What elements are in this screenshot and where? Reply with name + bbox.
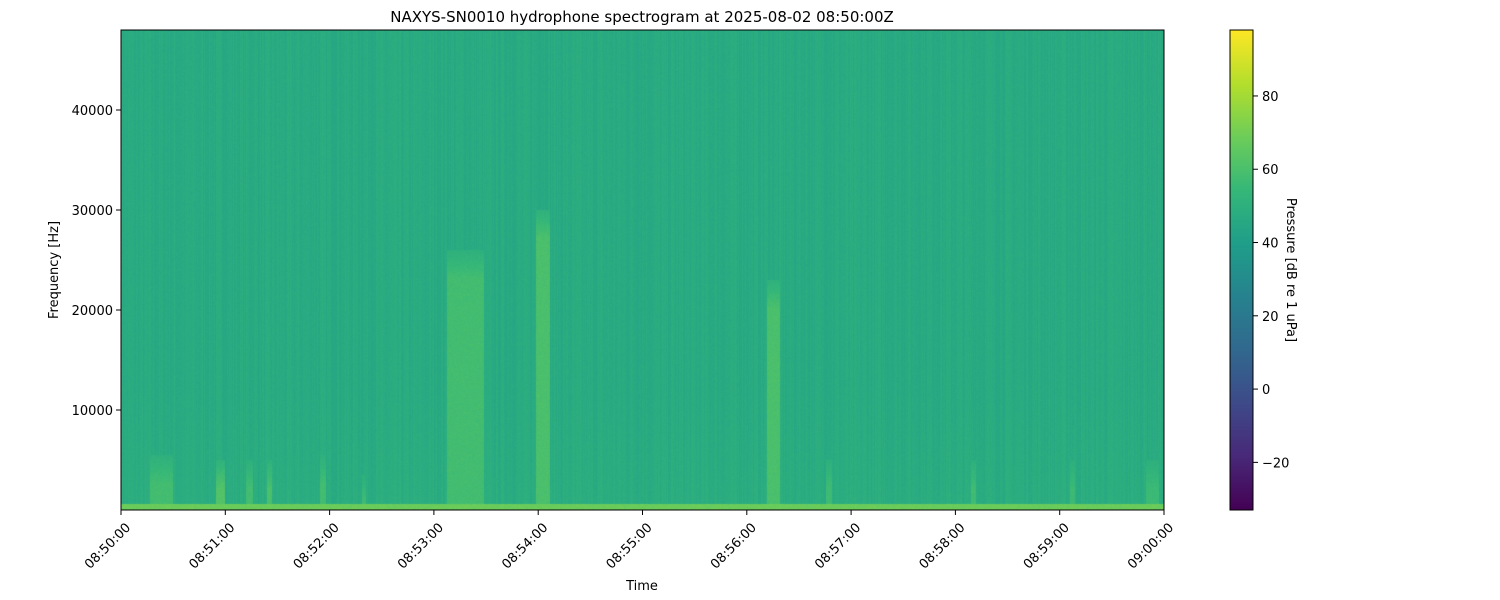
x-tick-label: 08:56:00 xyxy=(708,520,760,572)
y-axis-ticks: 10000 20000 30000 40000 xyxy=(72,104,121,419)
plot-frame xyxy=(120,29,1165,511)
y-axis-label: Frequency [Hz] xyxy=(47,221,62,319)
y-tick-label: 30000 xyxy=(72,204,113,219)
y-tick-label: 20000 xyxy=(72,304,113,319)
colorbar-tick-label: 20 xyxy=(1262,310,1279,325)
x-tick-label: 08:54:00 xyxy=(499,520,551,572)
x-tick-label: 09:00:00 xyxy=(1125,520,1177,572)
x-tick-label: 08:52:00 xyxy=(291,520,343,572)
colorbar-gradient xyxy=(1230,30,1253,510)
colorbar-tick-label: 80 xyxy=(1262,90,1279,105)
colorbar-label: Pressure [dB re 1 uPa] xyxy=(1283,198,1298,342)
x-tick-label: 08:59:00 xyxy=(1021,520,1073,572)
x-tick-label: 08:53:00 xyxy=(395,520,447,572)
colorbar-frame xyxy=(1229,29,1254,511)
colorbar-tick-label: 60 xyxy=(1262,163,1279,178)
colorbar-tick-label: 0 xyxy=(1262,383,1270,398)
x-axis-ticks: 08:50:00 08:51:00 08:52:00 08:53:00 08:54:00… xyxy=(82,510,1177,572)
chart-title: NAXYS-SN0010 hydrophone spectrogram at 2… xyxy=(390,8,894,26)
x-axis-label: Time xyxy=(625,579,658,594)
y-tick-label: 10000 xyxy=(72,404,113,419)
x-tick-label: 08:57:00 xyxy=(812,520,864,572)
x-tick-label: 08:55:00 xyxy=(604,520,656,572)
x-tick-label: 08:50:00 xyxy=(82,520,134,572)
spectrogram-image xyxy=(121,30,1164,510)
x-tick-label: 08:51:00 xyxy=(186,520,238,572)
colorbar-tick-label: 40 xyxy=(1262,237,1279,252)
colorbar-tick-label: −20 xyxy=(1262,456,1289,471)
x-tick-label: 08:58:00 xyxy=(917,520,969,572)
y-tick-label: 40000 xyxy=(72,104,113,119)
colorbar-ticks: −20 0 20 40 60 80 xyxy=(1253,90,1289,471)
